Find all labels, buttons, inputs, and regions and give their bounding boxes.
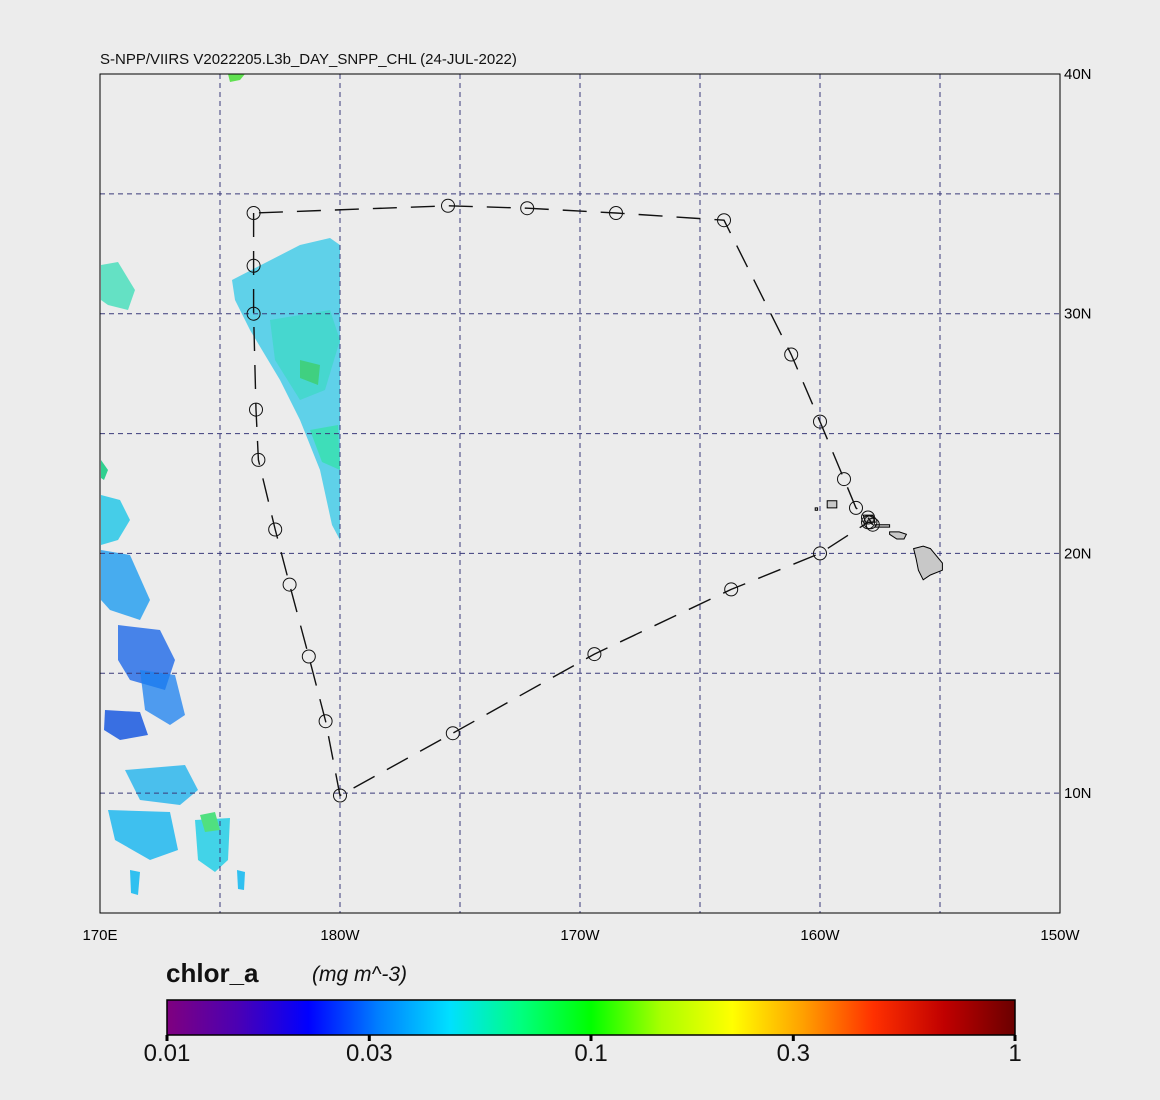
station-marker <box>282 577 297 592</box>
station-marker <box>333 788 347 803</box>
graticule <box>100 74 1060 913</box>
colorbar <box>166 999 1016 1036</box>
longitude-label: 170E <box>82 927 117 944</box>
cruise-track-line <box>252 205 874 797</box>
colorbar-tick-label: 1 <box>1008 1040 1022 1067</box>
station-marker <box>861 510 875 525</box>
station-marker <box>246 258 261 273</box>
colorbar-tick-label: 0.03 <box>345 1040 393 1067</box>
station-marker <box>246 206 261 220</box>
station-marker <box>784 347 799 362</box>
station-marker <box>246 306 261 321</box>
station-marker <box>849 500 863 515</box>
island-shape <box>874 524 891 528</box>
map-border <box>99 73 1061 914</box>
hawaiian-islands <box>814 500 943 581</box>
latitude-label: 30N <box>1064 306 1092 323</box>
colorbar-ticks <box>165 1035 1017 1041</box>
station-marker <box>318 714 333 729</box>
island-shape <box>889 531 908 540</box>
colorbar-tick-label: 0.1 <box>574 1040 608 1067</box>
map-title: S-NPP/VIIRS V2022205.L3b_DAY_SNPP_CHL (2… <box>100 51 517 68</box>
station-marker <box>813 546 827 561</box>
station-marker <box>445 726 460 741</box>
longitude-label: 150W <box>1040 927 1080 944</box>
colorbar-tick-label: 0.3 <box>776 1040 810 1067</box>
station-marker <box>724 582 739 597</box>
longitude-labels: 170E 180W 170W 160W 150W <box>82 927 1080 944</box>
latitude-label: 20N <box>1064 545 1092 562</box>
station-marker <box>268 522 283 537</box>
longitude-label: 170W <box>560 927 600 944</box>
island-shape <box>814 507 819 511</box>
island-shape <box>912 545 943 581</box>
station-marker <box>813 414 827 429</box>
station-marker <box>865 517 880 532</box>
station-marker <box>837 472 851 487</box>
station-marker <box>520 201 535 216</box>
latitude-labels: 40N 30N 20N 10N <box>1064 66 1092 802</box>
chlorophyll-data-layer <box>101 74 340 895</box>
station-marker <box>717 213 731 228</box>
longitude-label: 180W <box>320 927 360 944</box>
station-marker <box>609 206 623 220</box>
latitude-label: 10N <box>1064 785 1092 802</box>
station-marker <box>587 647 602 662</box>
island-shape <box>826 500 838 509</box>
latitude-label: 40N <box>1064 66 1092 83</box>
colorbar-tick-label: 0.01 <box>143 1040 191 1067</box>
colorbar-units: (mg m^-3) <box>312 963 408 986</box>
station-marker <box>441 198 455 213</box>
station-marker <box>301 649 316 664</box>
cruise-stations <box>246 198 880 803</box>
longitude-label: 160W <box>800 927 840 944</box>
colorbar-variable: chlor_a <box>166 958 259 988</box>
station-marker <box>251 452 266 467</box>
station-marker <box>249 402 263 417</box>
